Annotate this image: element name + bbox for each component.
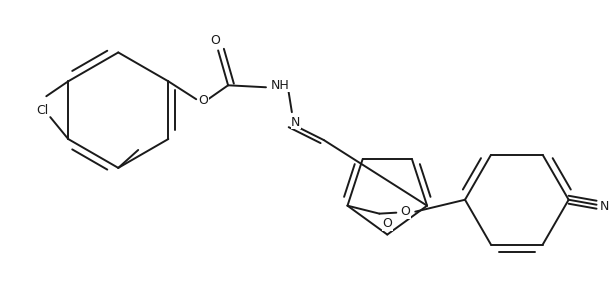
Text: O: O bbox=[400, 205, 410, 218]
Text: N: N bbox=[291, 116, 301, 129]
Text: N: N bbox=[600, 200, 609, 213]
Text: O: O bbox=[210, 34, 220, 47]
Text: O: O bbox=[198, 94, 208, 107]
Text: O: O bbox=[382, 217, 392, 230]
Text: NH: NH bbox=[271, 79, 289, 92]
Text: Cl: Cl bbox=[36, 104, 48, 117]
